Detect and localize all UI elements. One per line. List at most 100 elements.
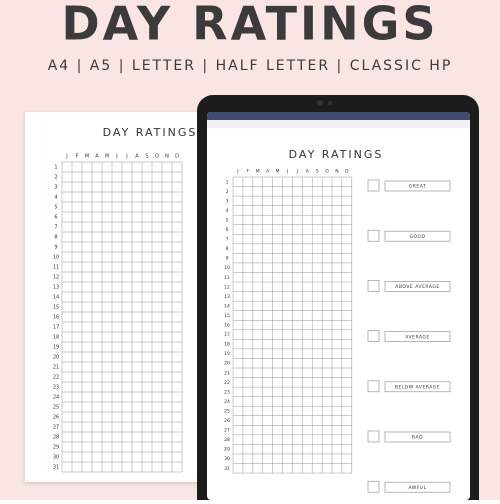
month-label: S: [316, 169, 319, 175]
day-label: 10: [224, 265, 230, 271]
rating-legend: GREAT GOOD ABOVE AVERAGE AVERAGE BELOW AVERA…: [367, 179, 451, 493]
month-label: O: [325, 169, 329, 175]
grid-lines: [232, 176, 353, 474]
day-label: 14: [53, 295, 59, 301]
screen: DAY RATINGS J F M A M J J A S O N D1234567891011121…: [207, 112, 470, 500]
month-label: M: [256, 169, 260, 175]
day-label: 20: [224, 361, 230, 367]
day-label: 20: [53, 355, 59, 361]
title: DAY RATINGS: [61, 0, 438, 51]
month-label: F: [247, 169, 250, 175]
rating-label: ABOVE AVERAGE: [395, 284, 439, 290]
month-label: A: [266, 169, 270, 175]
month-label: F: [76, 154, 79, 160]
rating-checkbox[interactable]: [367, 480, 380, 493]
day-label: 7: [226, 237, 229, 243]
day-label: 27: [53, 425, 59, 431]
day-label: 29: [224, 447, 230, 453]
month-label: N: [165, 154, 169, 160]
day-label: 13: [224, 294, 230, 300]
month-label: D: [175, 154, 179, 160]
rating-label-box: [384, 230, 451, 242]
rating-checkbox[interactable]: [367, 280, 380, 292]
day-label: 9: [54, 245, 57, 251]
day-label: 13: [53, 285, 59, 291]
day-label: 24: [224, 399, 230, 405]
day-label: 21: [53, 365, 59, 371]
day-label: 25: [53, 405, 59, 411]
day-label: 15: [53, 305, 59, 311]
day-label: 4: [54, 195, 57, 201]
rating-checkbox[interactable]: [367, 430, 380, 443]
day-label: 8: [226, 246, 229, 252]
day-label: 12: [53, 275, 59, 281]
rating-label: GOOD: [409, 234, 425, 240]
grid-lines: [61, 161, 183, 473]
day-label: 5: [54, 205, 57, 211]
day-label: 22: [224, 380, 230, 386]
day-label: 11: [53, 265, 59, 271]
rating-label-box: [384, 481, 451, 493]
day-label: 11: [224, 275, 230, 281]
day-label: 6: [54, 215, 57, 221]
day-label: 6: [226, 227, 229, 233]
rating-checkbox[interactable]: [367, 380, 380, 393]
rating-label: BAD: [412, 435, 423, 441]
day-label: 17: [53, 325, 59, 331]
paper-title: DAY RATINGS: [103, 126, 198, 139]
rating-label-box: [384, 281, 451, 292]
month-label: J: [115, 154, 117, 160]
month-label: S: [145, 154, 148, 160]
day-label: 31: [53, 465, 59, 471]
day-label: 28: [53, 435, 59, 441]
toolbar-tools[interactable]: [207, 120, 470, 128]
day-label: 18: [224, 342, 230, 348]
month-label: J: [236, 169, 238, 175]
day-label: 4: [226, 208, 229, 214]
rating-checkbox[interactable]: [367, 179, 380, 192]
day-label: 2: [54, 175, 57, 181]
day-label: 21: [224, 370, 230, 376]
day-label: 30: [224, 456, 230, 462]
rating-label-box: [384, 331, 451, 342]
rating-checkbox[interactable]: [367, 330, 380, 342]
day-label: 12: [224, 284, 230, 290]
rating-label: GREAT: [409, 184, 426, 190]
day-label: 29: [53, 445, 59, 451]
rating-checkbox[interactable]: [367, 229, 380, 242]
rating-label: AWFUL: [408, 485, 426, 491]
month-label: J: [286, 169, 288, 175]
day-label: 23: [224, 389, 230, 395]
rating-label-box: [384, 180, 451, 192]
rating-label: BELOW AVERAGE: [395, 385, 440, 391]
day-label: 19: [224, 351, 230, 357]
day-label: 15: [224, 313, 230, 319]
day-label: 16: [53, 315, 59, 321]
month-label: N: [335, 169, 338, 175]
month-label: O: [155, 154, 159, 160]
day-label: 23: [53, 385, 59, 391]
month-label: A: [135, 154, 139, 160]
day-label: 5: [226, 217, 229, 223]
day-label: 27: [224, 428, 230, 434]
month-label: M: [105, 154, 109, 160]
rating-label: AVERAGE: [405, 334, 430, 340]
paper-grid: J F M A M J J A S O N D1234567891011121314151617181…: [53, 154, 183, 473]
rating-label-box: [384, 381, 451, 393]
day-label: 9: [226, 256, 229, 262]
screen-bg: [207, 112, 470, 500]
day-label: 22: [53, 375, 59, 381]
camera: [317, 100, 323, 106]
day-label: 24: [53, 395, 59, 401]
day-label: 31: [224, 466, 230, 472]
day-label: 3: [54, 185, 57, 191]
day-label: 7: [54, 225, 57, 231]
month-label: M: [276, 169, 280, 175]
day-label: 26: [224, 418, 230, 424]
rating-label-box: [384, 431, 451, 443]
day-label: 1: [226, 179, 229, 185]
day-label: 10: [53, 255, 59, 261]
day-label: 17: [224, 332, 230, 338]
day-label: 14: [224, 303, 230, 309]
